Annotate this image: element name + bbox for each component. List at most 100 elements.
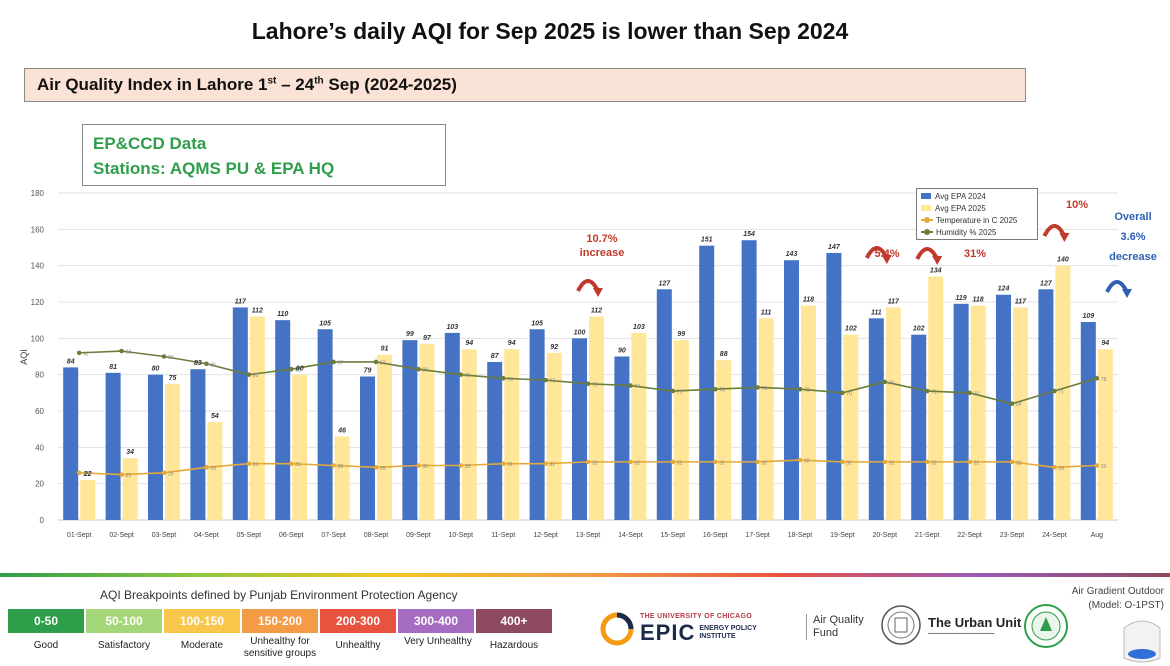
point-temperature-09-Sept xyxy=(416,463,421,468)
data-source-box: EP&CCD Data Stations: AQMS PU & EPA HQ xyxy=(82,124,446,186)
bar-2025-24-Sept xyxy=(1055,265,1071,520)
breakpoint-very-unhealthy: 300-400 xyxy=(398,609,474,633)
point-humidity-05-Sept xyxy=(246,372,252,377)
label-2025-08-Sept: 91 xyxy=(381,346,389,353)
aqf-line-2: Fund xyxy=(813,627,839,639)
point-label-temperature-24-Sept: 29 xyxy=(1058,466,1064,472)
air-quality-fund-logo: Air Quality Fund xyxy=(806,614,864,640)
bar-2024-13-Sept xyxy=(572,338,587,520)
bar-2024-02-Sept xyxy=(105,372,121,520)
source-line-2: Stations: AQMS PU & EPA HQ xyxy=(93,159,335,178)
y-tick-140: 140 xyxy=(31,262,45,271)
breakpoint-label-unhealthy: Unhealthy xyxy=(335,640,381,651)
point-label-humidity-22-Sept: 70 xyxy=(974,391,980,397)
bar-2024-12-Sept xyxy=(529,329,545,520)
label-2025-19-Sept: 102 xyxy=(845,326,857,333)
label-2025-10-Sept: 94 xyxy=(465,340,473,347)
breakpoint-unhealthy: 200-300 xyxy=(320,609,396,633)
label-2024-Aug: 109 xyxy=(1082,313,1094,320)
label-2025-05-Sept: 112 xyxy=(252,308,263,315)
x-tick-02-Sept: 02-Sept xyxy=(109,532,134,539)
bar-2025-09-Sept xyxy=(419,343,435,520)
point-temperature-12-Sept xyxy=(543,461,548,466)
breakpoint-satisfactory: 50-100 xyxy=(86,609,162,633)
label-2024-02-Sept: 81 xyxy=(109,364,117,371)
bar-2025-06-Sept xyxy=(292,374,308,520)
bar-2024-09-Sept xyxy=(402,340,418,520)
bar-2024-23-Sept xyxy=(996,294,1011,520)
point-temperature-13-Sept xyxy=(585,459,591,465)
point-label-humidity-15-Sept: 71 xyxy=(677,390,683,396)
bar-2025-20-Sept xyxy=(885,307,901,520)
point-temperature-11-Sept xyxy=(500,461,506,466)
point-label-humidity-Aug: 78 xyxy=(1101,377,1107,383)
bar-2024-04-Sept xyxy=(190,369,206,520)
y-tick-0: 0 xyxy=(40,516,45,525)
x-tick-16-Sept: 16-Sept xyxy=(703,532,728,539)
point-label-temperature-09-Sept: 30 xyxy=(422,464,428,470)
label-2025-16-Sept: 88 xyxy=(720,351,728,358)
y-tick-20: 20 xyxy=(35,480,44,489)
annotation-overall-title: Overall xyxy=(1114,211,1152,223)
point-humidity-20-Sept xyxy=(882,379,888,385)
x-tick-23-Sept: 23-Sept xyxy=(1000,532,1025,539)
legend-label-humidity: Humidity % 2025 xyxy=(936,227,997,237)
label-2025-22-Sept: 118 xyxy=(973,297,984,304)
bar-2025-18-Sept xyxy=(801,305,816,520)
y-tick-180: 180 xyxy=(31,189,45,198)
subtitle-prefix: Air Quality Index in Lahore 1 xyxy=(37,75,268,94)
data-labels: 84 22 81 34 80 75 83 54 117 112 110 80 105 46 79 91 99 97… xyxy=(67,231,1109,478)
point-humidity-06-Sept xyxy=(288,366,294,372)
point-label-temperature-20-Sept: 32 xyxy=(889,460,895,466)
label-2024-09-Sept: 99 xyxy=(406,331,414,338)
point-label-humidity-09-Sept: 83 xyxy=(422,368,428,374)
bar-2025-13-Sept xyxy=(589,316,604,520)
point-label-humidity-11-Sept: 78 xyxy=(507,377,513,383)
point-label-humidity-18-Sept: 72 xyxy=(804,388,810,394)
label-2024-19-Sept: 147 xyxy=(828,244,841,251)
y-tick-160: 160 xyxy=(31,225,45,234)
bar-2024-14-Sept xyxy=(614,356,630,520)
label-2025-13-Sept: 112 xyxy=(591,308,602,315)
point-temperature-07-Sept xyxy=(331,463,336,468)
label-2025-24-Sept: 140 xyxy=(1057,257,1069,264)
epic-logo: THE UNIVERSITY OF CHICAGO EPIC ENERGY PO… xyxy=(600,604,757,654)
bar-2024-18-Sept xyxy=(784,260,799,520)
bar-2025-19-Sept xyxy=(843,334,859,520)
bar-2025-08-Sept xyxy=(377,354,392,520)
legend-swatch-epa2025 xyxy=(921,205,931,211)
point-label-humidity-06-Sept: 83 xyxy=(295,368,301,374)
y-axis-label: AQI xyxy=(19,349,29,365)
point-humidity-21-Sept xyxy=(924,388,930,394)
label-2024-08-Sept: 79 xyxy=(364,367,372,374)
bar-2025-21-Sept xyxy=(928,276,944,520)
y-tick-40: 40 xyxy=(35,443,44,452)
point-humidity-13-Sept xyxy=(585,381,591,387)
label-2024-01-Sept: 84 xyxy=(67,358,75,365)
legend-label-epa2024: Avg EPA 2024 xyxy=(935,191,986,201)
legend-line-temperature xyxy=(921,217,933,223)
arrow-20-sept-head xyxy=(881,255,892,264)
x-tick-06-Sept: 06-Sept xyxy=(279,532,304,539)
point-temperature-15-Sept xyxy=(670,459,676,465)
point-label-temperature-15-Sept: 32 xyxy=(677,460,683,466)
point-label-temperature-07-Sept: 30 xyxy=(338,464,344,470)
breakpoint-label-usg: Unhealthy for sensitive groups xyxy=(243,636,317,659)
arrow-21-sept-head xyxy=(932,256,943,265)
point-label-humidity-17-Sept: 73 xyxy=(762,386,768,392)
bar-2025-22-Sept xyxy=(970,305,986,520)
point-label-temperature-13-Sept: 32 xyxy=(592,460,598,466)
arrow-13-sept-head xyxy=(593,288,603,297)
trend-arrows xyxy=(576,224,1132,298)
point-label-temperature-10-Sept: 30 xyxy=(465,464,471,470)
label-2025-02-Sept: 34 xyxy=(126,449,134,456)
legend-swatch-epa2024 xyxy=(921,193,931,199)
point-label-humidity-24-Sept: 71 xyxy=(1058,390,1064,396)
breakpoint-hazardous: 400+ xyxy=(476,609,552,633)
x-tick-12-Sept: 12-Sept xyxy=(533,532,558,539)
label-2024-20-Sept: 111 xyxy=(871,309,882,316)
label-2025-Aug: 94 xyxy=(1101,340,1109,347)
label-2024-11-Sept: 87 xyxy=(491,353,500,360)
bar-2025-Aug xyxy=(1097,349,1113,520)
point-temperature-16-Sept xyxy=(712,459,718,465)
